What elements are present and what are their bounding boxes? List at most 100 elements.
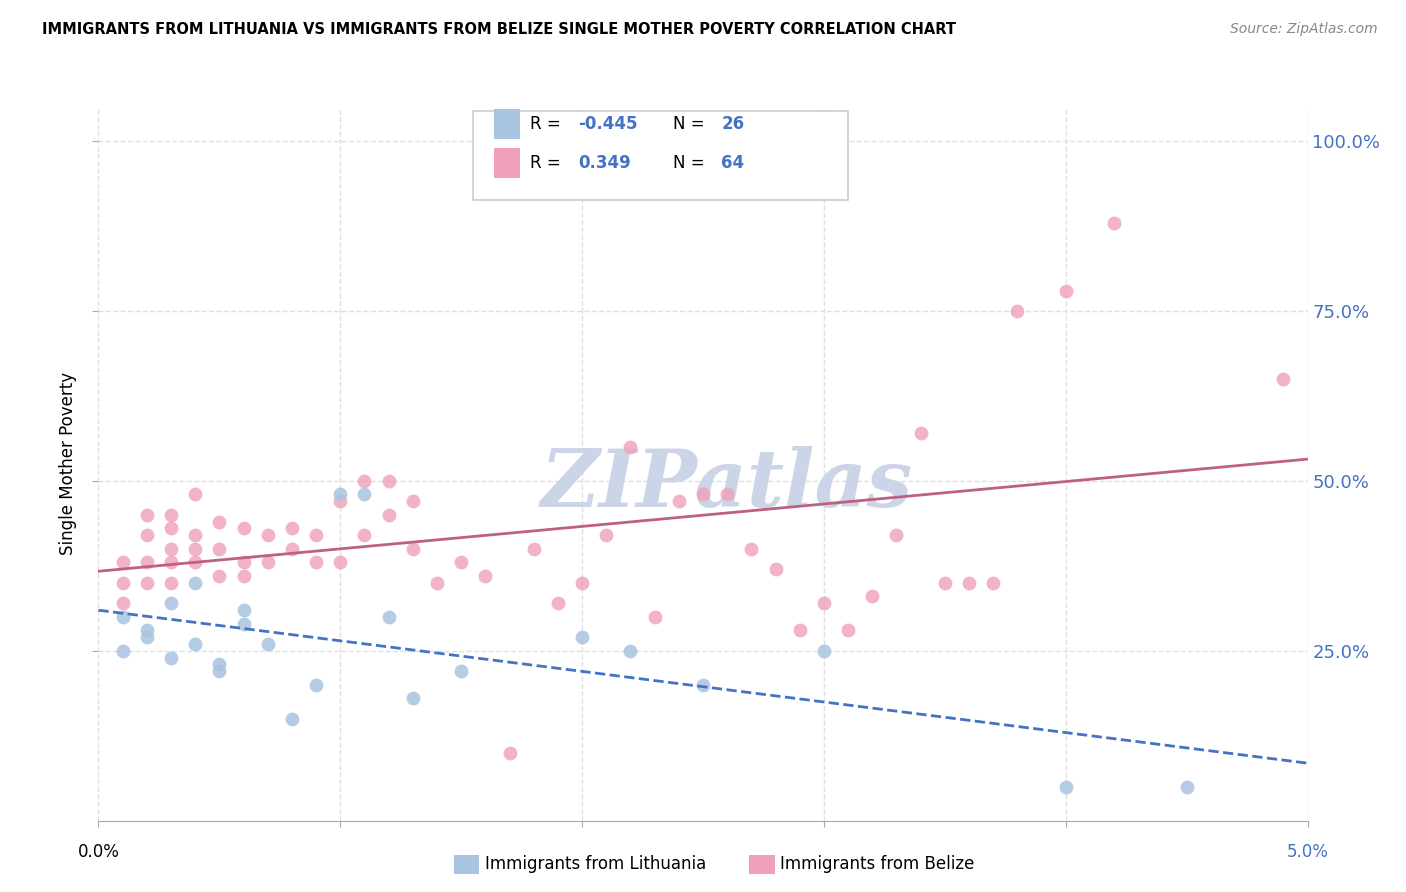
- Point: [886, 528, 908, 542]
- Point: [184, 541, 207, 556]
- Text: 0.349: 0.349: [578, 154, 631, 172]
- Point: [981, 575, 1004, 590]
- Point: [329, 487, 352, 501]
- Text: R =: R =: [530, 115, 567, 133]
- Point: [256, 528, 278, 542]
- Point: [474, 569, 496, 583]
- Point: [668, 494, 690, 508]
- Y-axis label: Single Mother Poverty: Single Mother Poverty: [59, 372, 77, 556]
- Point: [232, 555, 254, 569]
- Point: [813, 596, 835, 610]
- Point: [208, 569, 231, 583]
- Point: [208, 541, 231, 556]
- Point: [208, 515, 231, 529]
- Point: [184, 487, 207, 501]
- Point: [934, 575, 956, 590]
- Point: [160, 541, 183, 556]
- Point: [232, 521, 254, 535]
- Point: [160, 596, 183, 610]
- Point: [353, 528, 375, 542]
- Point: [692, 487, 714, 501]
- Point: [450, 664, 472, 678]
- Point: [1272, 372, 1295, 386]
- Point: [547, 596, 569, 610]
- Point: [184, 555, 207, 569]
- Point: [765, 562, 787, 576]
- Point: [789, 624, 811, 638]
- Text: N =: N =: [673, 154, 710, 172]
- Point: [450, 555, 472, 569]
- Point: [281, 541, 304, 556]
- Point: [377, 508, 399, 522]
- FancyBboxPatch shape: [494, 148, 520, 178]
- Point: [111, 575, 134, 590]
- Point: [135, 575, 157, 590]
- Point: [184, 637, 207, 651]
- Point: [111, 609, 134, 624]
- Text: Source: ZipAtlas.com: Source: ZipAtlas.com: [1230, 22, 1378, 37]
- Point: [716, 487, 738, 501]
- Point: [498, 746, 520, 760]
- Point: [860, 590, 883, 604]
- Text: -0.445: -0.445: [578, 115, 638, 133]
- Text: 5.0%: 5.0%: [1286, 843, 1329, 861]
- Point: [1102, 216, 1125, 230]
- Point: [377, 609, 399, 624]
- Point: [1054, 284, 1077, 298]
- Text: 0.0%: 0.0%: [77, 843, 120, 861]
- Point: [837, 624, 859, 638]
- Point: [957, 575, 980, 590]
- Point: [256, 555, 278, 569]
- Point: [910, 426, 932, 441]
- Text: ZIPatlas: ZIPatlas: [541, 447, 914, 524]
- Point: [160, 650, 183, 665]
- FancyBboxPatch shape: [474, 111, 848, 200]
- Point: [135, 630, 157, 644]
- Point: [135, 508, 157, 522]
- Point: [135, 624, 157, 638]
- Text: IMMIGRANTS FROM LITHUANIA VS IMMIGRANTS FROM BELIZE SINGLE MOTHER POVERTY CORREL: IMMIGRANTS FROM LITHUANIA VS IMMIGRANTS …: [42, 22, 956, 37]
- Text: Immigrants from Lithuania: Immigrants from Lithuania: [485, 855, 706, 873]
- Text: N =: N =: [673, 115, 710, 133]
- Point: [232, 603, 254, 617]
- Text: R =: R =: [530, 154, 571, 172]
- Point: [208, 664, 231, 678]
- Point: [692, 678, 714, 692]
- Point: [232, 569, 254, 583]
- Point: [595, 528, 617, 542]
- Text: Immigrants from Belize: Immigrants from Belize: [780, 855, 974, 873]
- Point: [619, 644, 641, 658]
- Point: [1175, 780, 1198, 794]
- Text: 64: 64: [721, 154, 744, 172]
- Point: [184, 575, 207, 590]
- Point: [402, 541, 425, 556]
- Point: [1007, 304, 1029, 318]
- Point: [402, 494, 425, 508]
- Point: [135, 528, 157, 542]
- Point: [135, 555, 157, 569]
- Point: [305, 528, 328, 542]
- Point: [208, 657, 231, 672]
- Point: [160, 555, 183, 569]
- Point: [329, 555, 352, 569]
- Point: [160, 521, 183, 535]
- Point: [281, 712, 304, 726]
- Point: [111, 644, 134, 658]
- Point: [353, 474, 375, 488]
- Point: [329, 494, 352, 508]
- Point: [619, 440, 641, 454]
- Point: [305, 678, 328, 692]
- Point: [402, 691, 425, 706]
- Point: [281, 521, 304, 535]
- FancyBboxPatch shape: [494, 109, 520, 139]
- Point: [160, 508, 183, 522]
- Point: [232, 616, 254, 631]
- Point: [523, 541, 546, 556]
- Point: [111, 596, 134, 610]
- Point: [160, 575, 183, 590]
- Point: [111, 555, 134, 569]
- Point: [377, 474, 399, 488]
- Point: [644, 609, 666, 624]
- Point: [305, 555, 328, 569]
- Point: [740, 541, 762, 556]
